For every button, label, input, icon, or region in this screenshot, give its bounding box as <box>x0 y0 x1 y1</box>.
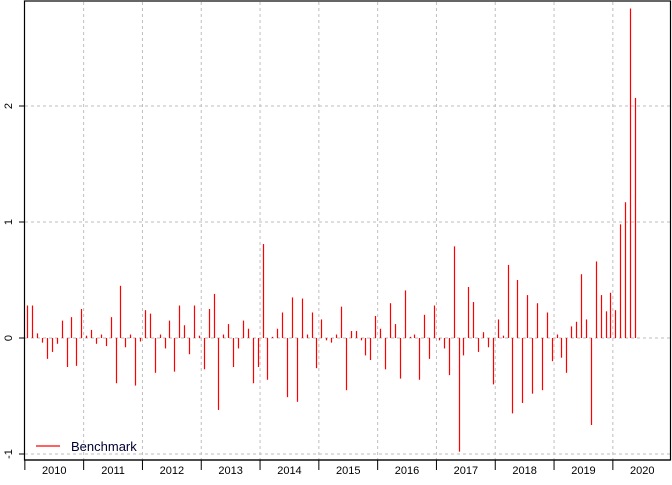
x-tick-label: 2015 <box>336 465 360 477</box>
x-tick-label: 2010 <box>42 465 66 477</box>
x-tick-label: 2011 <box>101 465 125 477</box>
y-tick-label: -1 <box>3 449 15 459</box>
y-tick-label: 1 <box>3 219 15 225</box>
y-axis: -1 0 1 2 <box>3 103 25 459</box>
x-tick-label: 2017 <box>454 465 478 477</box>
bars <box>26 8 637 452</box>
x-tick-label: 2016 <box>395 465 419 477</box>
x-tick-label: 2019 <box>571 465 595 477</box>
x-tick-label: 2014 <box>277 465 301 477</box>
x-tick-label: 2012 <box>160 465 184 477</box>
plot-border <box>23 0 672 461</box>
x-tick-label: 2020 <box>630 465 654 477</box>
x-tick-label: 2013 <box>218 465 242 477</box>
y-tick-label: 2 <box>3 103 15 109</box>
legend: Benchmark <box>36 439 137 454</box>
grid-lines <box>25 2 670 460</box>
x-tick-label: 2018 <box>512 465 536 477</box>
y-tick-label: 0 <box>3 335 15 341</box>
x-axis: 2010 2011 2012 2013 2014 2015 2016 2017 2018 2019… <box>24 459 670 477</box>
legend-label: Benchmark <box>71 439 137 454</box>
